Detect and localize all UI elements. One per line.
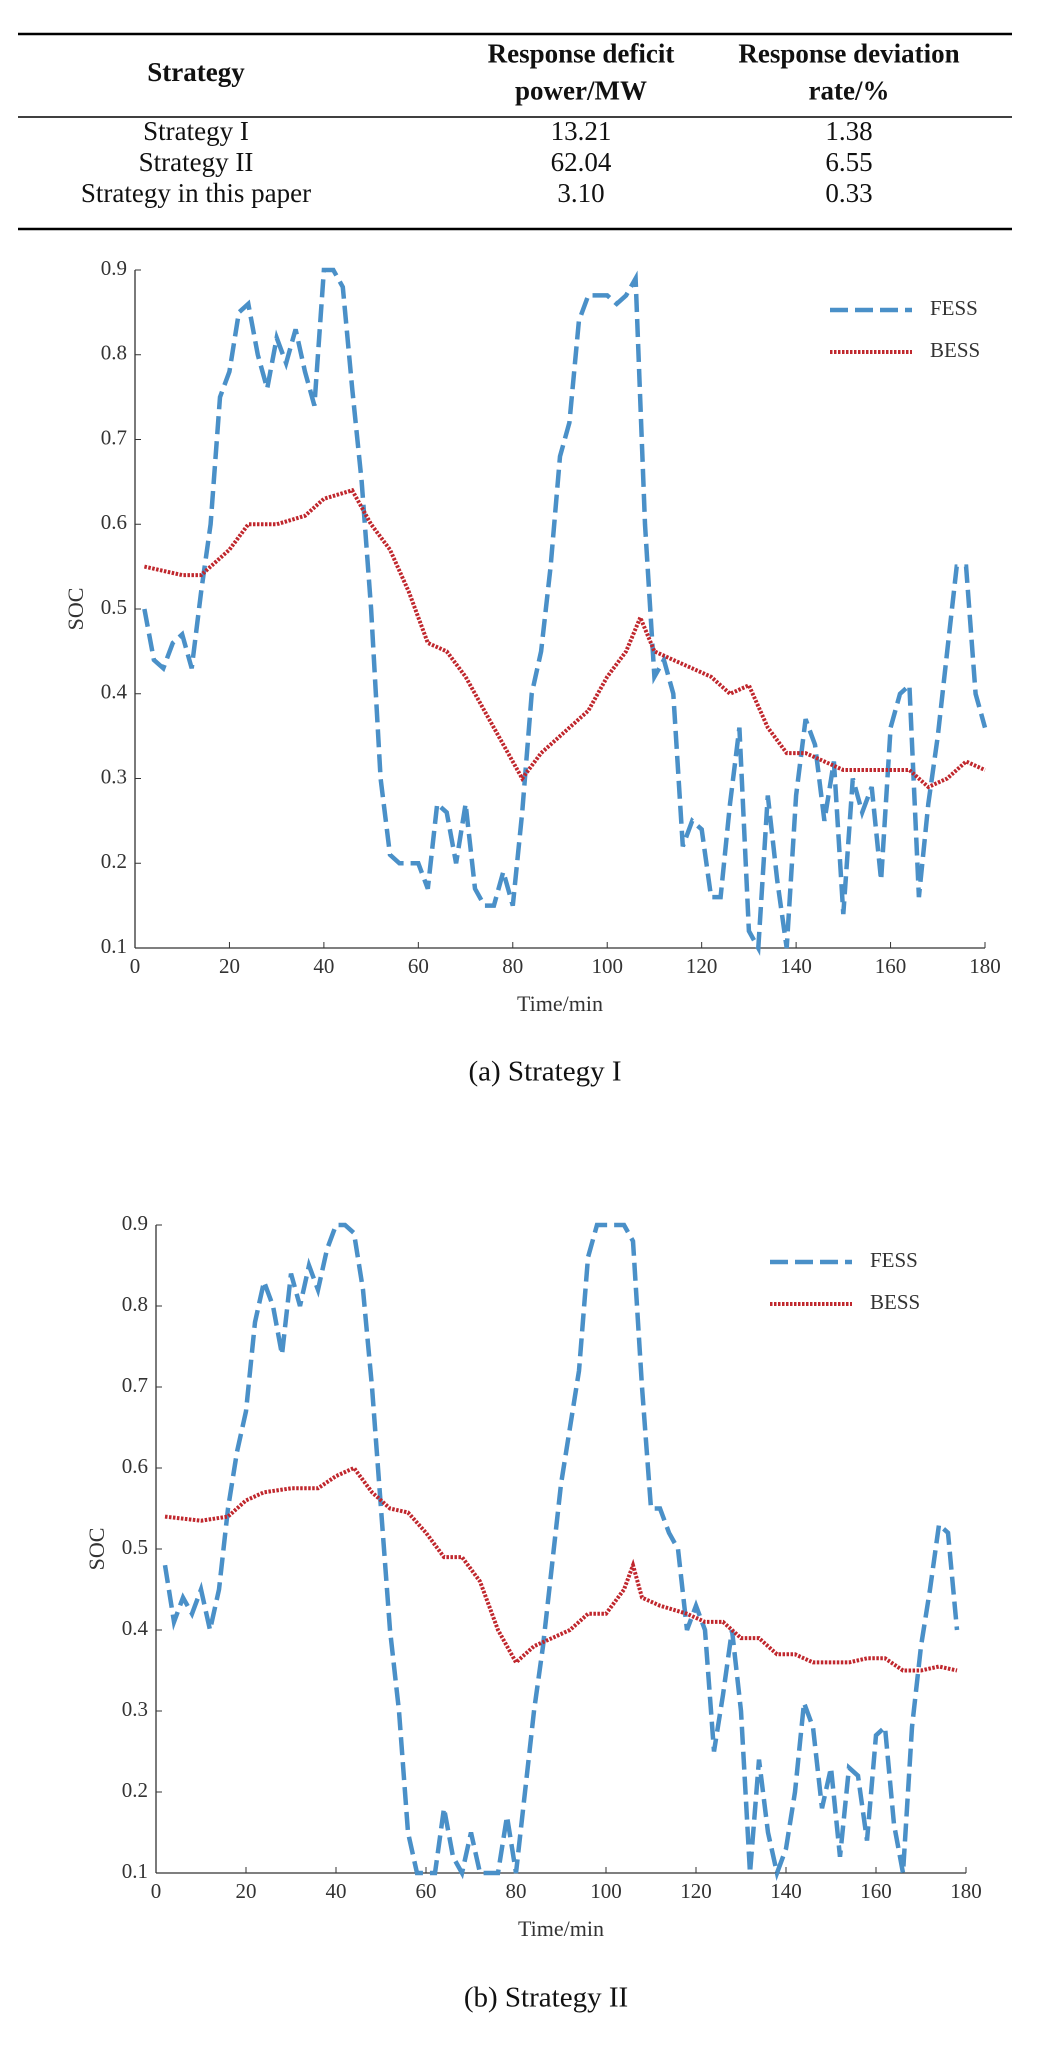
- table-header: Response deviation: [738, 39, 959, 69]
- table: Strategy Response deficit power/MW Response…: [81, 39, 960, 209]
- legend-label: BESS: [870, 1290, 920, 1314]
- y-tick-label: 0.4: [122, 1616, 149, 1640]
- table-cell: Strategy in this paper: [81, 178, 311, 208]
- y-tick-label: 0.1: [122, 1859, 148, 1883]
- table-cell: 1.38: [825, 116, 872, 146]
- x-axis-label: Time/min: [518, 1916, 604, 1941]
- series-line: [143, 487, 986, 790]
- y-tick-label: 0.8: [101, 341, 127, 365]
- x-tick-label: 20: [236, 1879, 257, 1903]
- table-cell: 13.21: [551, 116, 612, 146]
- y-tick-label: 0.6: [101, 510, 127, 534]
- series-line: [142, 267, 988, 956]
- series-line: [162, 1222, 960, 1881]
- x-tick-label: 140: [770, 1879, 802, 1903]
- series-line: [164, 1465, 958, 1673]
- y-tick-label: 0.7: [122, 1373, 148, 1397]
- x-tick-label: 60: [416, 1879, 437, 1903]
- y-tick-label: 0.9: [122, 1211, 148, 1235]
- x-tick-label: 20: [219, 954, 240, 978]
- y-tick-label: 0.7: [101, 425, 127, 449]
- x-tick-label: 180: [950, 1879, 982, 1903]
- y-axis-label: SOC: [63, 588, 88, 631]
- table-cell: Strategy I: [143, 116, 249, 146]
- y-tick-label: 0.2: [101, 849, 127, 873]
- y-tick-label: 0.3: [122, 1697, 148, 1721]
- x-tick-label: 40: [313, 954, 334, 978]
- x-tick-label: 0: [130, 954, 141, 978]
- x-tick-label: 120: [686, 954, 718, 978]
- y-tick-label: 0.2: [122, 1778, 148, 1802]
- table-header: Strategy: [147, 57, 245, 87]
- x-tick-label: 160: [875, 954, 907, 978]
- caption: (a) Strategy I: [469, 1056, 622, 1088]
- x-tick-label: 100: [591, 954, 623, 978]
- y-tick-label: 0.9: [101, 256, 127, 280]
- x-tick-label: 60: [408, 954, 429, 978]
- x-tick-label: 100: [590, 1879, 622, 1903]
- y-tick-label: 0.5: [101, 595, 127, 619]
- y-tick-label: 0.5: [122, 1535, 148, 1559]
- y-tick-label: 0.4: [101, 680, 128, 704]
- x-tick-label: 80: [506, 1879, 527, 1903]
- x-tick-label: 40: [326, 1879, 347, 1903]
- table-header: power/MW: [515, 76, 647, 106]
- legend-label: BESS: [930, 338, 980, 362]
- x-tick-label: 160: [860, 1879, 892, 1903]
- legend-label: FESS: [930, 296, 978, 320]
- charts: 0.1 0.2 0.3 0.4 0.5 0.6 0.7 0.8 0.9 0 20 40 60 80 100 1…: [63, 256, 1001, 2014]
- y-tick-label: 0.6: [122, 1454, 148, 1478]
- x-tick-label: 140: [780, 954, 812, 978]
- x-axis-label: Time/min: [517, 991, 603, 1016]
- y-tick-label: 0.3: [101, 764, 127, 788]
- x-tick-label: 180: [969, 954, 1001, 978]
- table-cell: 0.33: [825, 178, 872, 208]
- y-axis-label: SOC: [84, 1528, 109, 1571]
- table-header: Response deficit: [488, 39, 675, 69]
- table-header: rate/%: [809, 76, 890, 106]
- x-tick-label: 80: [502, 954, 523, 978]
- legend-label: FESS: [870, 1248, 918, 1272]
- table-cell: Strategy II: [139, 147, 254, 177]
- y-tick-label: 0.1: [101, 934, 127, 958]
- y-tick-label: 0.8: [122, 1292, 148, 1316]
- x-tick-label: 120: [680, 1879, 712, 1903]
- caption: (b) Strategy II: [464, 1982, 628, 2014]
- x-tick-label: 0: [151, 1879, 162, 1903]
- table-cell: 3.10: [557, 178, 604, 208]
- table-cell: 62.04: [551, 147, 612, 177]
- table-cell: 6.55: [825, 147, 872, 177]
